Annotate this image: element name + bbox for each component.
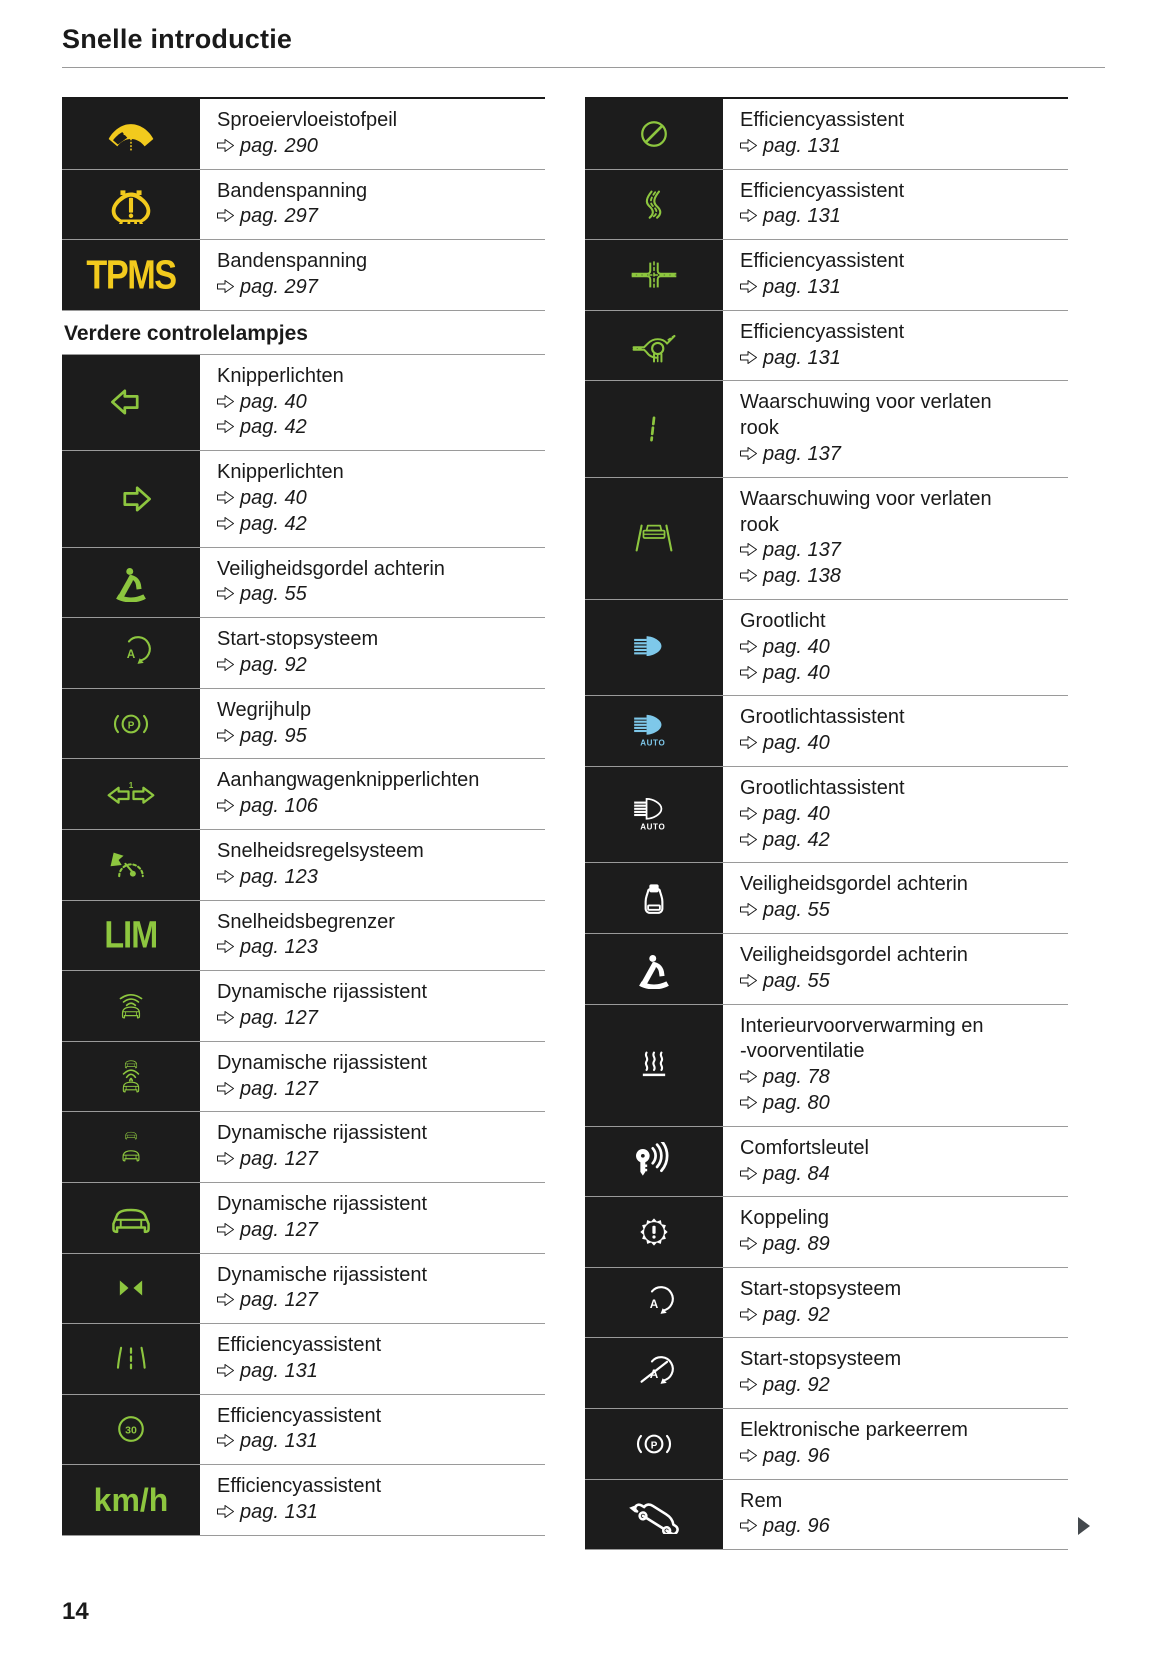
- svg-text:AUTO: AUTO: [640, 822, 665, 831]
- svg-text:1: 1: [129, 781, 134, 790]
- svg-text:A: A: [650, 1298, 659, 1311]
- svg-text:A: A: [127, 648, 136, 661]
- svg-text:30: 30: [125, 1425, 137, 1437]
- svg-text:P: P: [128, 720, 135, 731]
- svg-text:P: P: [651, 1440, 658, 1451]
- svg-text:AUTO: AUTO: [640, 738, 665, 747]
